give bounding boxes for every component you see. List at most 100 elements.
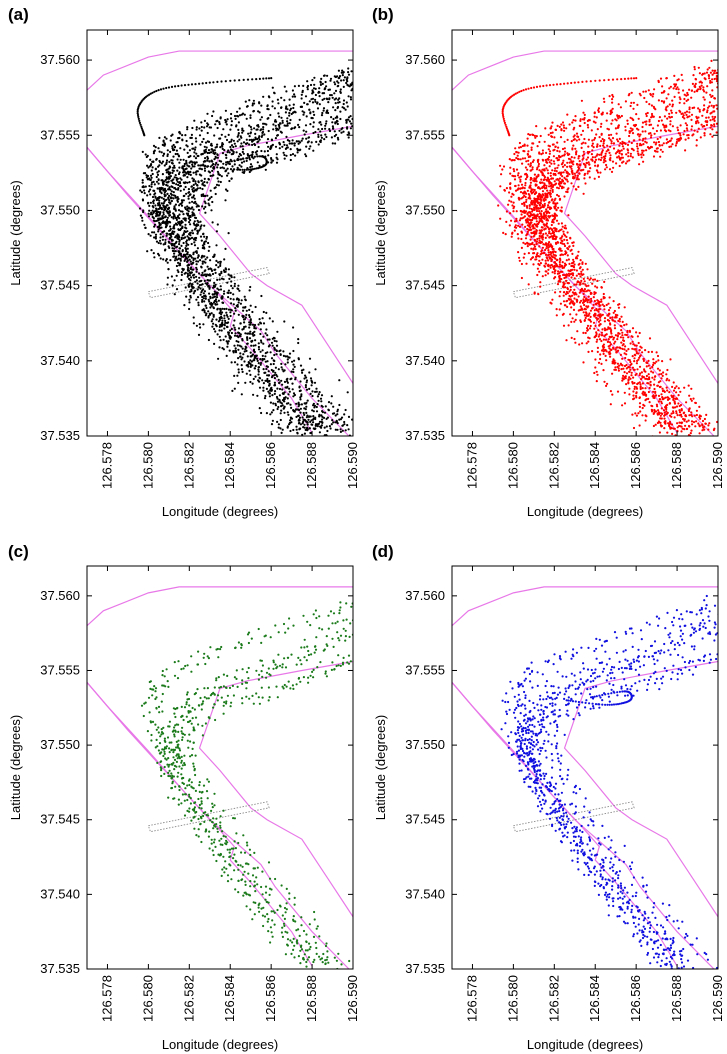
data-point [195, 266, 198, 269]
data-point [221, 147, 224, 150]
data-point [194, 180, 197, 183]
data-point [197, 260, 200, 263]
data-point [276, 330, 279, 333]
data-point [603, 380, 606, 383]
data-point [335, 133, 338, 136]
data-point [205, 273, 209, 276]
data-point [614, 315, 617, 318]
data-point [152, 144, 156, 147]
data-point [678, 132, 682, 135]
data-point [577, 167, 581, 170]
data-point [188, 301, 191, 304]
data-point [612, 142, 616, 145]
data-point [184, 134, 187, 137]
data-point [568, 123, 571, 126]
data-point [648, 386, 651, 390]
data-point [270, 376, 274, 379]
data-point [165, 181, 168, 184]
data-point [229, 297, 232, 300]
data-point [690, 125, 694, 128]
data-point [708, 105, 711, 108]
data-point [538, 217, 541, 220]
data-point [624, 333, 627, 336]
data-point [217, 357, 220, 360]
data-point [258, 77, 261, 80]
data-point [322, 74, 326, 77]
data-point [170, 238, 173, 241]
data-point [632, 139, 635, 142]
data-point [187, 206, 190, 209]
data-point [533, 206, 536, 209]
data-point [225, 354, 228, 357]
data-point [167, 188, 170, 191]
data-point [264, 360, 267, 363]
data-point [240, 358, 243, 361]
data-point [193, 165, 196, 168]
data-point [207, 310, 210, 313]
data-point [188, 149, 191, 152]
data-point [530, 148, 533, 151]
data-point [321, 98, 324, 101]
data-point [300, 403, 303, 406]
data-point [140, 127, 143, 130]
data-point [595, 316, 598, 319]
data-point [224, 188, 228, 191]
data-point [279, 122, 282, 125]
data-point [200, 239, 203, 242]
data-point [250, 168, 253, 171]
data-point [160, 196, 163, 199]
data-point [192, 268, 195, 271]
data-point [240, 368, 244, 371]
data-point [230, 160, 233, 163]
data-point [665, 142, 668, 145]
data-point [557, 195, 560, 198]
data-point [596, 338, 599, 341]
data-point [222, 301, 225, 304]
x-tick-label: 126.590 [345, 442, 360, 489]
data-point [234, 328, 237, 331]
data-point [624, 125, 627, 128]
data-point [557, 187, 561, 190]
data-point [217, 180, 220, 183]
data-point [158, 214, 161, 217]
data-point [649, 380, 652, 383]
data-point [504, 233, 507, 236]
data-point [181, 139, 184, 142]
data-point [314, 130, 317, 134]
data-point [374, 75, 376, 77]
data-point [254, 344, 257, 347]
data-point [293, 365, 296, 368]
data-point [248, 321, 251, 324]
data-point [224, 80, 227, 83]
data-point [204, 314, 207, 317]
data-point [304, 124, 308, 127]
data-point [578, 262, 581, 265]
data-point [289, 419, 292, 422]
data-point [659, 148, 663, 151]
data-point [333, 130, 336, 133]
data-point [281, 428, 284, 431]
data-point [628, 131, 631, 134]
data-point [589, 309, 593, 312]
data-point [363, 119, 365, 121]
data-point [633, 360, 636, 363]
data-point [622, 377, 625, 380]
data-point [590, 153, 594, 156]
data-point [655, 403, 659, 406]
data-point [584, 262, 587, 265]
data-point [234, 332, 237, 335]
data-point [297, 358, 300, 361]
data-point [663, 411, 666, 414]
data-point [612, 338, 615, 341]
data-point [602, 155, 606, 158]
data-point [632, 390, 635, 393]
data-point [261, 317, 264, 320]
data-point [227, 308, 231, 311]
data-point [187, 266, 190, 269]
data-point [675, 87, 678, 91]
data-point [549, 245, 552, 248]
data-point [172, 212, 175, 215]
data-point [650, 370, 653, 373]
data-point [220, 175, 223, 178]
data-point [566, 180, 569, 183]
